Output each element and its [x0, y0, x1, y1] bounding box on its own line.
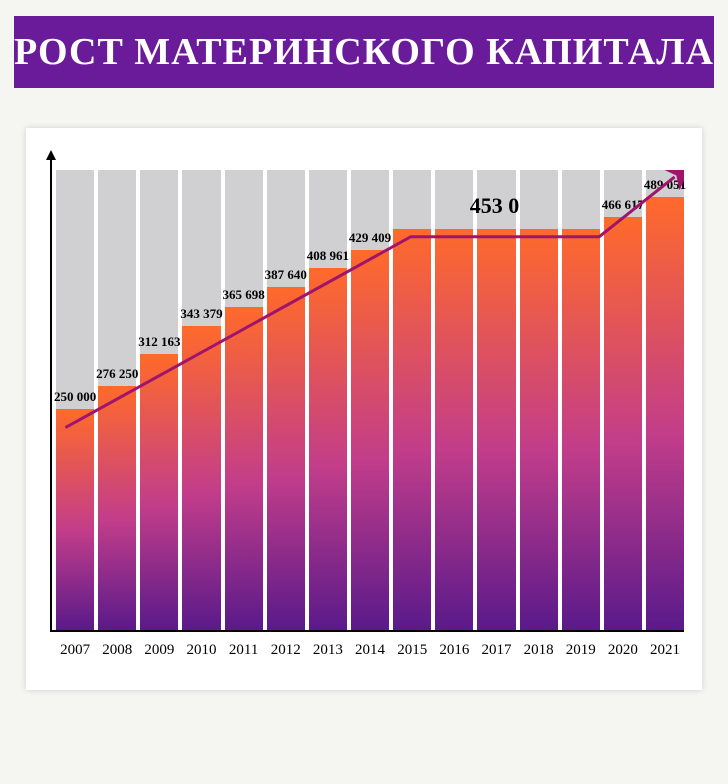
bar-slot: 250 000 — [56, 170, 94, 630]
bar-fill — [477, 229, 515, 630]
bar-slot: 312 163 — [140, 170, 178, 630]
bar-fill — [98, 386, 136, 630]
x-axis-label: 2011 — [225, 636, 263, 672]
bar-slot: 343 379 — [182, 170, 220, 630]
chart-panel: 250 000276 250312 163343 379365 698387 6… — [26, 128, 702, 690]
bar-value-label: 276 250 — [91, 366, 144, 382]
bar-value-label: 489 051 — [638, 177, 691, 193]
bar-fill — [646, 197, 684, 630]
bar-value-label: 387 640 — [259, 267, 312, 283]
bar-slot: 453 026 — [477, 170, 515, 630]
bar-slot: 489 051 — [646, 170, 684, 630]
bar-slot: 429 409 — [351, 170, 389, 630]
bar-fill — [182, 326, 220, 630]
x-axis-label: 2015 — [393, 636, 431, 672]
bar-fill — [435, 229, 473, 630]
bar-slot — [435, 170, 473, 630]
bar-slot — [520, 170, 558, 630]
x-axis-label: 2012 — [267, 636, 305, 672]
title-band: РОСТ МАТЕРИНСКОГО КАПИТАЛА — [14, 16, 714, 88]
bar-value-label: 408 961 — [301, 248, 354, 264]
bar-slot — [562, 170, 600, 630]
x-axis-label: 2020 — [604, 636, 642, 672]
chart-area: 250 000276 250312 163343 379365 698387 6… — [44, 152, 684, 672]
bar-fill — [309, 268, 347, 630]
x-axis — [50, 630, 684, 632]
bar-slot: 276 250 — [98, 170, 136, 630]
bar-fill — [393, 229, 431, 630]
x-axis-label: 2014 — [351, 636, 389, 672]
bar-value-label: 453 026 — [470, 193, 523, 219]
bar-value-label: 343 379 — [175, 306, 228, 322]
bar-value-label: 365 698 — [217, 287, 270, 303]
x-axis-label: 2018 — [520, 636, 558, 672]
bar-fill — [267, 287, 305, 630]
x-axis-label: 2016 — [435, 636, 473, 672]
bar-slot: 466 617 — [604, 170, 642, 630]
bar-value-label: 466 617 — [596, 197, 649, 213]
bar-slot — [393, 170, 431, 630]
x-axis-label: 2009 — [140, 636, 178, 672]
bar-value-label: 250 000 — [48, 389, 101, 405]
bar-slot: 387 640 — [267, 170, 305, 630]
x-axis-label: 2010 — [182, 636, 220, 672]
bar-value-label: 312 163 — [133, 334, 186, 350]
x-axis-label: 2017 — [477, 636, 515, 672]
bar-value-label: 429 409 — [343, 230, 396, 246]
bar-fill — [562, 229, 600, 630]
bars-container: 250 000276 250312 163343 379365 698387 6… — [56, 170, 684, 630]
x-axis-label: 2013 — [309, 636, 347, 672]
page-title: РОСТ МАТЕРИНСКОГО КАПИТАЛА — [14, 30, 714, 74]
bar-fill — [520, 229, 558, 630]
x-axis-label: 2008 — [98, 636, 136, 672]
bar-fill — [140, 354, 178, 630]
x-axis-label: 2021 — [646, 636, 684, 672]
bar-fill — [351, 250, 389, 630]
bar-fill — [604, 217, 642, 630]
bar-fill — [225, 307, 263, 631]
bar-slot: 365 698 — [225, 170, 263, 630]
x-axis-label: 2007 — [56, 636, 94, 672]
bar-fill — [56, 409, 94, 630]
x-axis-label: 2019 — [562, 636, 600, 672]
x-labels: 2007200820092010201120122013201420152016… — [56, 636, 684, 672]
bar-slot: 408 961 — [309, 170, 347, 630]
